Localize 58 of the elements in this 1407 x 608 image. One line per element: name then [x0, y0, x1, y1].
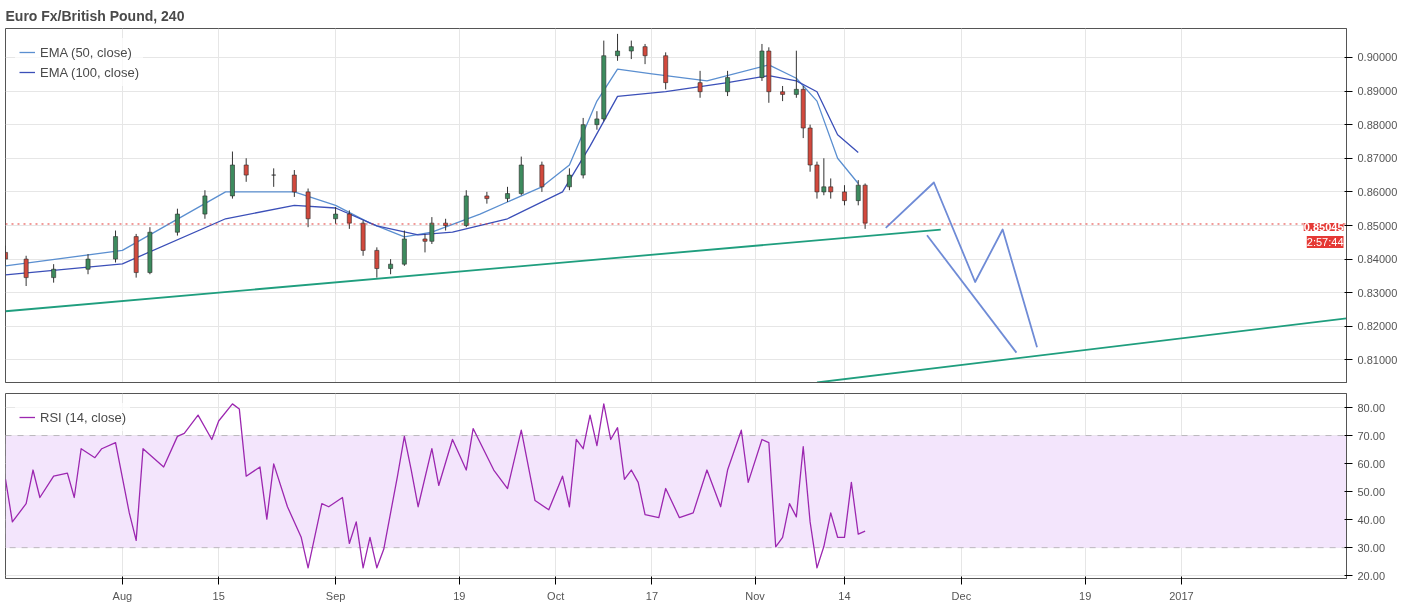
y-tick-label: 0.83000 — [1357, 286, 1398, 299]
candlestick — [725, 70, 730, 97]
x-tick-label: Nov — [745, 589, 766, 602]
y-tick-label: 0.88000 — [1357, 118, 1398, 131]
candlestick — [539, 161, 545, 193]
candlestick — [567, 167, 572, 191]
y-tick-label: 0.81000 — [1357, 353, 1398, 366]
x-tick-label: Dec — [951, 589, 972, 602]
y-tick-label: 40.00 — [1357, 513, 1386, 526]
y-tick-label: 0.87000 — [1357, 152, 1398, 165]
y-tick-label: 50.00 — [1357, 485, 1386, 498]
x-tick-label: 19 — [1079, 589, 1092, 602]
candlestick — [202, 189, 208, 220]
candlestick — [175, 208, 180, 237]
annotation: 2:57:44 — [1306, 235, 1344, 248]
legend-label: EMA (100, close) — [40, 64, 139, 80]
x-tick-label: 17 — [645, 589, 659, 602]
legend-label: EMA (50, close) — [40, 44, 132, 60]
candlestick — [346, 209, 352, 230]
candlestick — [243, 157, 249, 183]
x-tick-label: 19 — [453, 589, 466, 602]
candlestick — [628, 40, 634, 60]
y-tick-label: 70.00 — [1357, 429, 1386, 442]
y-tick-label: 0.85000 — [1357, 219, 1398, 232]
candlestick — [291, 169, 297, 198]
x-tick-label: Oct — [547, 589, 565, 602]
candlestick — [842, 184, 847, 206]
ref-line-label: 0.85045 — [1303, 220, 1344, 233]
candlestick — [271, 167, 277, 188]
x-tick-label: 15 — [212, 589, 225, 602]
candlestick — [642, 43, 648, 65]
y-tick-label: 0.89000 — [1357, 85, 1398, 98]
candlestick — [23, 255, 29, 287]
candlestick — [374, 246, 380, 279]
line-series — [884, 181, 1038, 349]
candlestick — [594, 110, 600, 131]
candlestick — [793, 50, 799, 99]
y-tick-label: 0.84000 — [1357, 253, 1398, 266]
chart-title: Euro Fx/British Pound, 240 — [5, 7, 185, 24]
y-tick-label: 80.00 — [1357, 401, 1386, 414]
line-series — [5, 403, 866, 569]
candlestick — [615, 33, 620, 62]
candlestick — [697, 70, 703, 99]
x-tick-label: 2017 — [1169, 589, 1194, 602]
candlestick — [51, 263, 56, 284]
y-tick-label: 30.00 — [1357, 541, 1386, 554]
y-tick-label: 0.82000 — [1357, 320, 1398, 333]
x-tick-label: Aug — [112, 589, 133, 602]
y-tick-label: 60.00 — [1357, 457, 1386, 470]
candlestick — [484, 191, 490, 205]
candlestick — [113, 230, 118, 263]
y-tick-label: 20.00 — [1357, 569, 1386, 582]
x-tick-label: Sep — [325, 589, 346, 602]
legend-label: RSI (14, close) — [40, 409, 126, 425]
y-tick-label: 0.90000 — [1357, 51, 1398, 64]
candlestick — [85, 253, 91, 275]
y-tick-label: 0.86000 — [1357, 185, 1398, 198]
x-tick-label: 14 — [838, 589, 851, 602]
